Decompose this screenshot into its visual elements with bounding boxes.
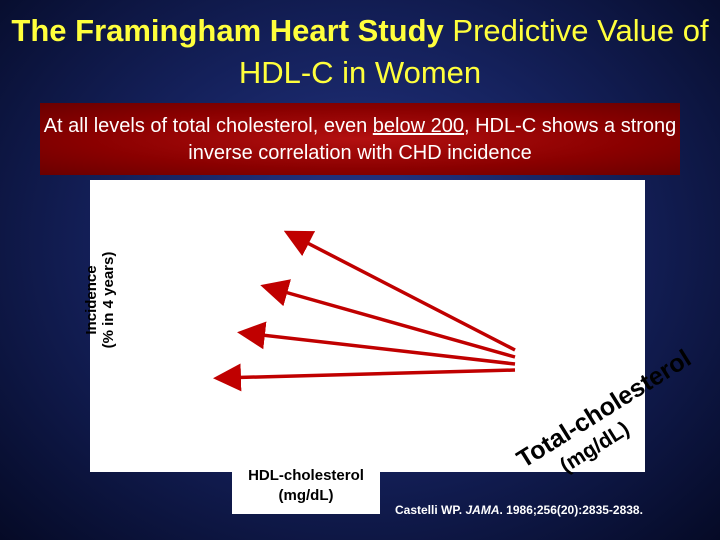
banner-underlined: below 200 (372, 115, 464, 137)
x-label-line: HDL-cholesterol (248, 467, 364, 484)
citation-text: . 1986;256(20):2835-2838. (499, 503, 643, 517)
banner-text: , HDL-C shows a strong inverse correlati… (188, 115, 677, 164)
trend-arrows (213, 230, 516, 392)
title-rest: Predictive Value of HDL-C in Women (238, 13, 709, 90)
banner: At all levels of total cholesterol, even… (40, 103, 680, 175)
banner-text: At all levels of total cholesterol, even (43, 115, 368, 137)
y-label-line: (% in 4 years) (100, 251, 117, 349)
x-axis-label: HDL-cholesterol (mg/dL) (232, 466, 380, 514)
citation: Castelli WP. JAMA. 1986;256(20):2835-283… (395, 503, 643, 517)
y-label-line: Incidence (83, 265, 100, 335)
citation-journal: JAMA (465, 503, 500, 517)
citation-text: Castelli WP. (395, 503, 463, 517)
slide-title: The Framingham Heart Study Predictive Va… (0, 10, 720, 94)
x-label-line: (mg/dL) (278, 487, 334, 504)
title-bold: The Framingham Heart Study (11, 13, 444, 48)
plot-area (90, 180, 645, 472)
